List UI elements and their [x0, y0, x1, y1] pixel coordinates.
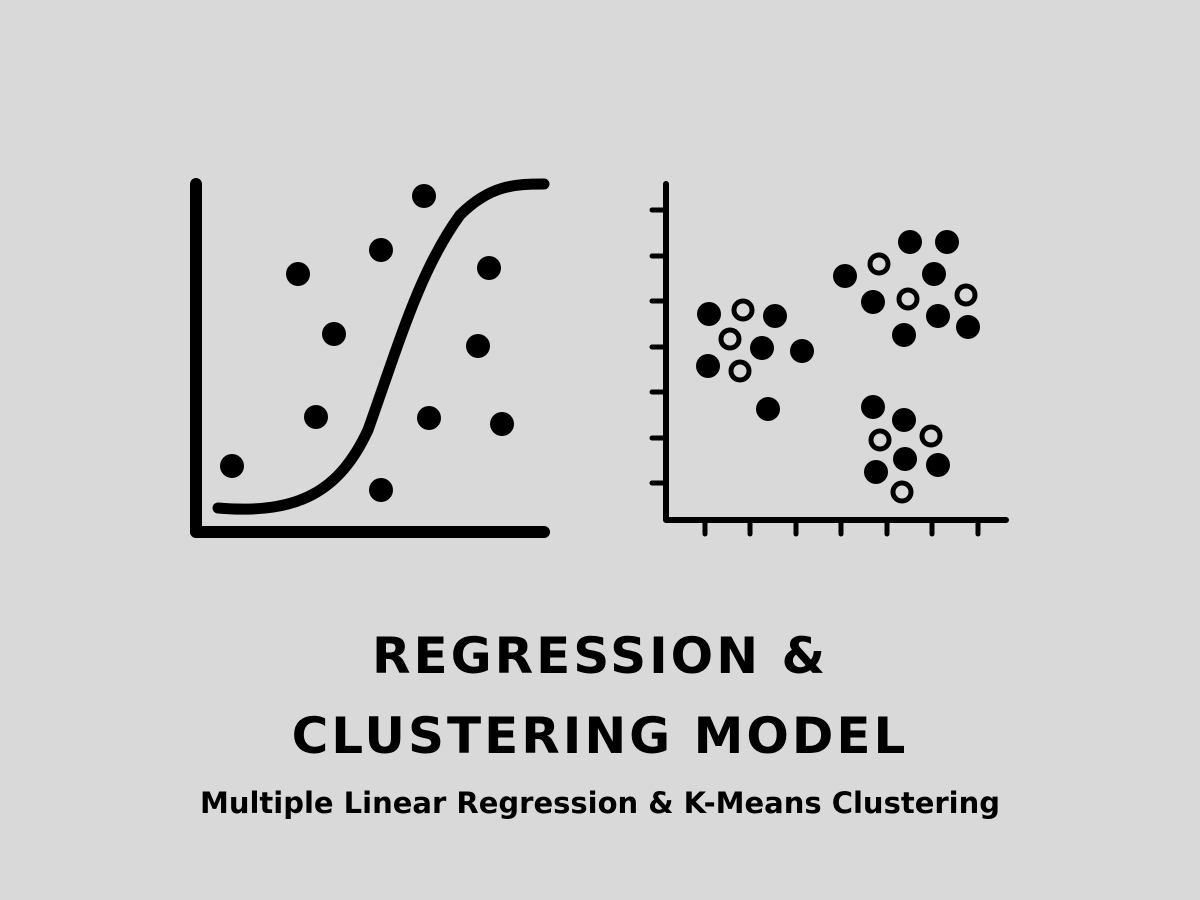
cluster-point [864, 460, 888, 484]
page-subtitle: Multiple Linear Regression & K-Means Clu… [199, 786, 1001, 820]
regression-points [220, 184, 514, 502]
cluster-point [833, 264, 857, 288]
cluster-bottom-right [861, 395, 950, 504]
y-ticks [649, 207, 669, 486]
cluster-point [926, 453, 950, 477]
data-point [304, 405, 328, 429]
data-point [412, 184, 436, 208]
cluster-point [898, 230, 922, 254]
data-point [417, 406, 441, 430]
centroid-point [896, 287, 920, 311]
cluster-point [956, 315, 980, 339]
cluster-axes [663, 181, 1009, 523]
cluster-scatter-icon [649, 181, 1009, 537]
data-point [322, 322, 346, 346]
data-point [286, 262, 310, 286]
cluster-point [790, 339, 814, 363]
centroid-point [890, 480, 914, 504]
illustrations [190, 178, 1009, 538]
cluster-point [893, 447, 917, 471]
cluster-point [861, 395, 885, 419]
cluster-point [756, 397, 780, 421]
cluster-top-right [833, 230, 980, 347]
data-point [220, 454, 244, 478]
centroid-point [731, 298, 755, 322]
cluster-point [696, 354, 720, 378]
data-point [369, 238, 393, 262]
page-title-line-2: CLUSTERING MODEL [291, 707, 909, 765]
cluster-point [861, 290, 885, 314]
cluster-point [750, 336, 774, 360]
centroid-point [718, 327, 742, 351]
cluster-point [922, 262, 946, 286]
x-ticks [702, 517, 981, 537]
cluster-left [696, 298, 814, 421]
centroid-point [868, 428, 892, 452]
data-point [490, 412, 514, 436]
centroid-point [867, 252, 891, 276]
page-title-line-1: REGRESSION & [371, 627, 829, 685]
cluster-point [892, 323, 916, 347]
centroid-point [728, 359, 752, 383]
sigmoid-regression-icon [190, 178, 550, 538]
cluster-point [926, 304, 950, 328]
centroid-point [919, 424, 943, 448]
data-point [466, 334, 490, 358]
cluster-point [763, 304, 787, 328]
data-point [477, 256, 501, 280]
cluster-point [892, 408, 916, 432]
data-point [369, 478, 393, 502]
cluster-point [935, 230, 959, 254]
centroid-point [954, 283, 978, 307]
cluster-point [697, 302, 721, 326]
sigmoid-curve [212, 178, 550, 515]
regression-axes [190, 178, 550, 538]
